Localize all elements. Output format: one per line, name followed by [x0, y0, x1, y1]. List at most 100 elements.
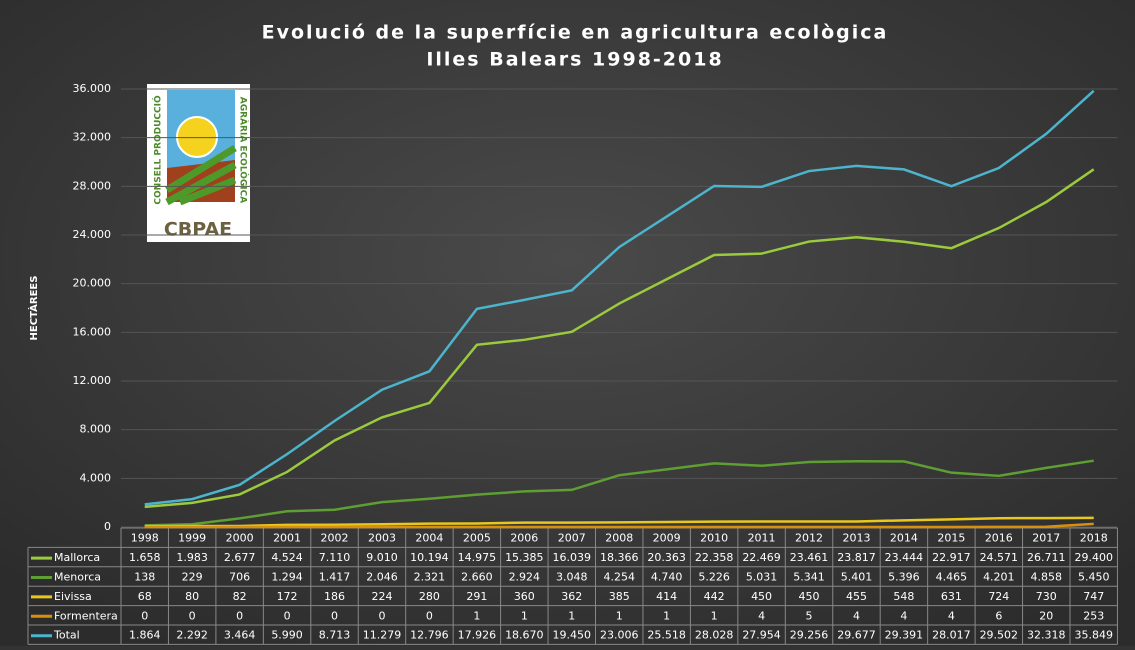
table-cell: 11.279	[363, 629, 402, 642]
x-tick-label: 2007	[558, 532, 586, 545]
table-cell: 5.226	[698, 571, 730, 584]
table-cell: 1	[568, 609, 575, 622]
table-cell: 68	[138, 590, 152, 603]
x-tick-label: 2014	[890, 532, 918, 545]
table-cell: 35.849	[1074, 629, 1113, 642]
table-cell: 1	[473, 609, 480, 622]
logo-text: CONSELL PRODUCCIÓ	[152, 95, 164, 205]
table-cell: 0	[426, 609, 433, 622]
legend-label: Eivissa	[54, 590, 92, 603]
table-cell: 414	[656, 590, 677, 603]
table-cell: 28.017	[932, 629, 971, 642]
y-tick-label: 36.000	[73, 82, 112, 95]
x-tick-label: 1998	[131, 532, 159, 545]
series-line	[144, 522, 1094, 529]
table-cell: 80	[185, 590, 199, 603]
x-tick-label: 2009	[653, 532, 681, 545]
x-tick-label: 2003	[368, 532, 396, 545]
y-tick-label: 16.000	[73, 325, 112, 338]
y-tick-label: 24.000	[73, 228, 112, 241]
table-cell: 0	[189, 609, 196, 622]
table-cell: 186	[324, 590, 345, 603]
table-cell: 442	[704, 590, 725, 603]
y-axis-label: HECTÀREES	[27, 276, 40, 341]
table-cell: 5.396	[888, 571, 920, 584]
table-cell: 18.670	[505, 629, 544, 642]
table-cell: 29.502	[980, 629, 1019, 642]
table-cell: 4	[948, 609, 955, 622]
table-cell: 5.341	[793, 571, 825, 584]
y-tick-label: 4.000	[80, 471, 112, 484]
y-tick-label: 32.000	[73, 131, 112, 144]
table-cell: 0	[331, 609, 338, 622]
table-cell: 29.677	[837, 629, 876, 642]
table-cell: 18.366	[600, 551, 639, 564]
table-cell: 15.385	[505, 551, 544, 564]
table-cell: 1.417	[319, 571, 351, 584]
table-cell: 0	[141, 609, 148, 622]
table-cell: 4	[758, 609, 765, 622]
y-tick-label: 8.000	[80, 423, 112, 436]
x-tick-label: 2004	[415, 532, 443, 545]
table-cell: 22.917	[932, 551, 971, 564]
table-cell: 26.711	[1027, 551, 1066, 564]
table-cell: 548	[893, 590, 914, 603]
table-cell: 7.110	[319, 551, 351, 564]
table-cell: 29.391	[885, 629, 924, 642]
chart-title: Evolució de la superfície en agricultura…	[262, 22, 889, 44]
table-cell: 730	[1036, 590, 1057, 603]
table-cell: 32.318	[1027, 629, 1066, 642]
table-cell: 4.858	[1031, 571, 1063, 584]
y-tick-label: 28.000	[73, 179, 112, 192]
table-cell: 172	[277, 590, 298, 603]
table-cell: 29.256	[790, 629, 829, 642]
table-cell: 138	[134, 571, 155, 584]
table-cell: 5.401	[841, 571, 873, 584]
table-cell: 455	[846, 590, 867, 603]
table-cell: 23.006	[600, 629, 639, 642]
x-tick-label: 2015	[937, 532, 965, 545]
table-cell: 24.571	[980, 551, 1019, 564]
x-tick-label: 2011	[748, 532, 776, 545]
table-cell: 4.465	[936, 571, 968, 584]
x-tick-label: 2016	[985, 532, 1013, 545]
table-cell: 450	[751, 590, 772, 603]
table-cell: 23.461	[790, 551, 829, 564]
table-cell: 450	[799, 590, 820, 603]
logo: CONSELL PRODUCCIÓ AGRÀRIA ECOLÒGICA CBPA…	[147, 84, 250, 242]
table-cell: 82	[233, 590, 247, 603]
table-cell: 1.983	[176, 551, 208, 564]
table-cell: 1	[711, 609, 718, 622]
x-tick-label: 2010	[700, 532, 728, 545]
table-cell: 9.010	[366, 551, 398, 564]
table-cell: 0	[236, 609, 243, 622]
table-cell: 5.450	[1078, 571, 1110, 584]
table-cell: 28.028	[695, 629, 734, 642]
logo-sun	[176, 116, 218, 158]
table-cell: 6	[995, 609, 1002, 622]
table-cell: 23.817	[837, 551, 876, 564]
table-cell: 22.358	[695, 551, 734, 564]
table-cell: 2.321	[414, 571, 446, 584]
table-cell: 1	[521, 609, 528, 622]
table-cell: 1	[616, 609, 623, 622]
table-cell: 16.039	[553, 551, 592, 564]
logo-name: CBPAE	[164, 219, 232, 241]
table-cell: 4	[853, 609, 860, 622]
table-cell: 8.713	[319, 629, 351, 642]
table-cell: 2.660	[461, 571, 493, 584]
table-cell: 360	[514, 590, 535, 603]
table-cell: 20.363	[647, 551, 686, 564]
legend-label: Menorca	[54, 571, 101, 584]
table-cell: 19.450	[553, 629, 592, 642]
table-cell: 224	[371, 590, 392, 603]
table-cell: 2.677	[224, 551, 256, 564]
x-tick-label: 2001	[273, 532, 301, 545]
table-cell: 2.924	[509, 571, 541, 584]
table-cell: 29.400	[1074, 551, 1113, 564]
table-cell: 22.469	[742, 551, 781, 564]
x-tick-label: 2017	[1032, 532, 1060, 545]
table-cell: 2.046	[366, 571, 398, 584]
series-line	[144, 516, 1094, 528]
